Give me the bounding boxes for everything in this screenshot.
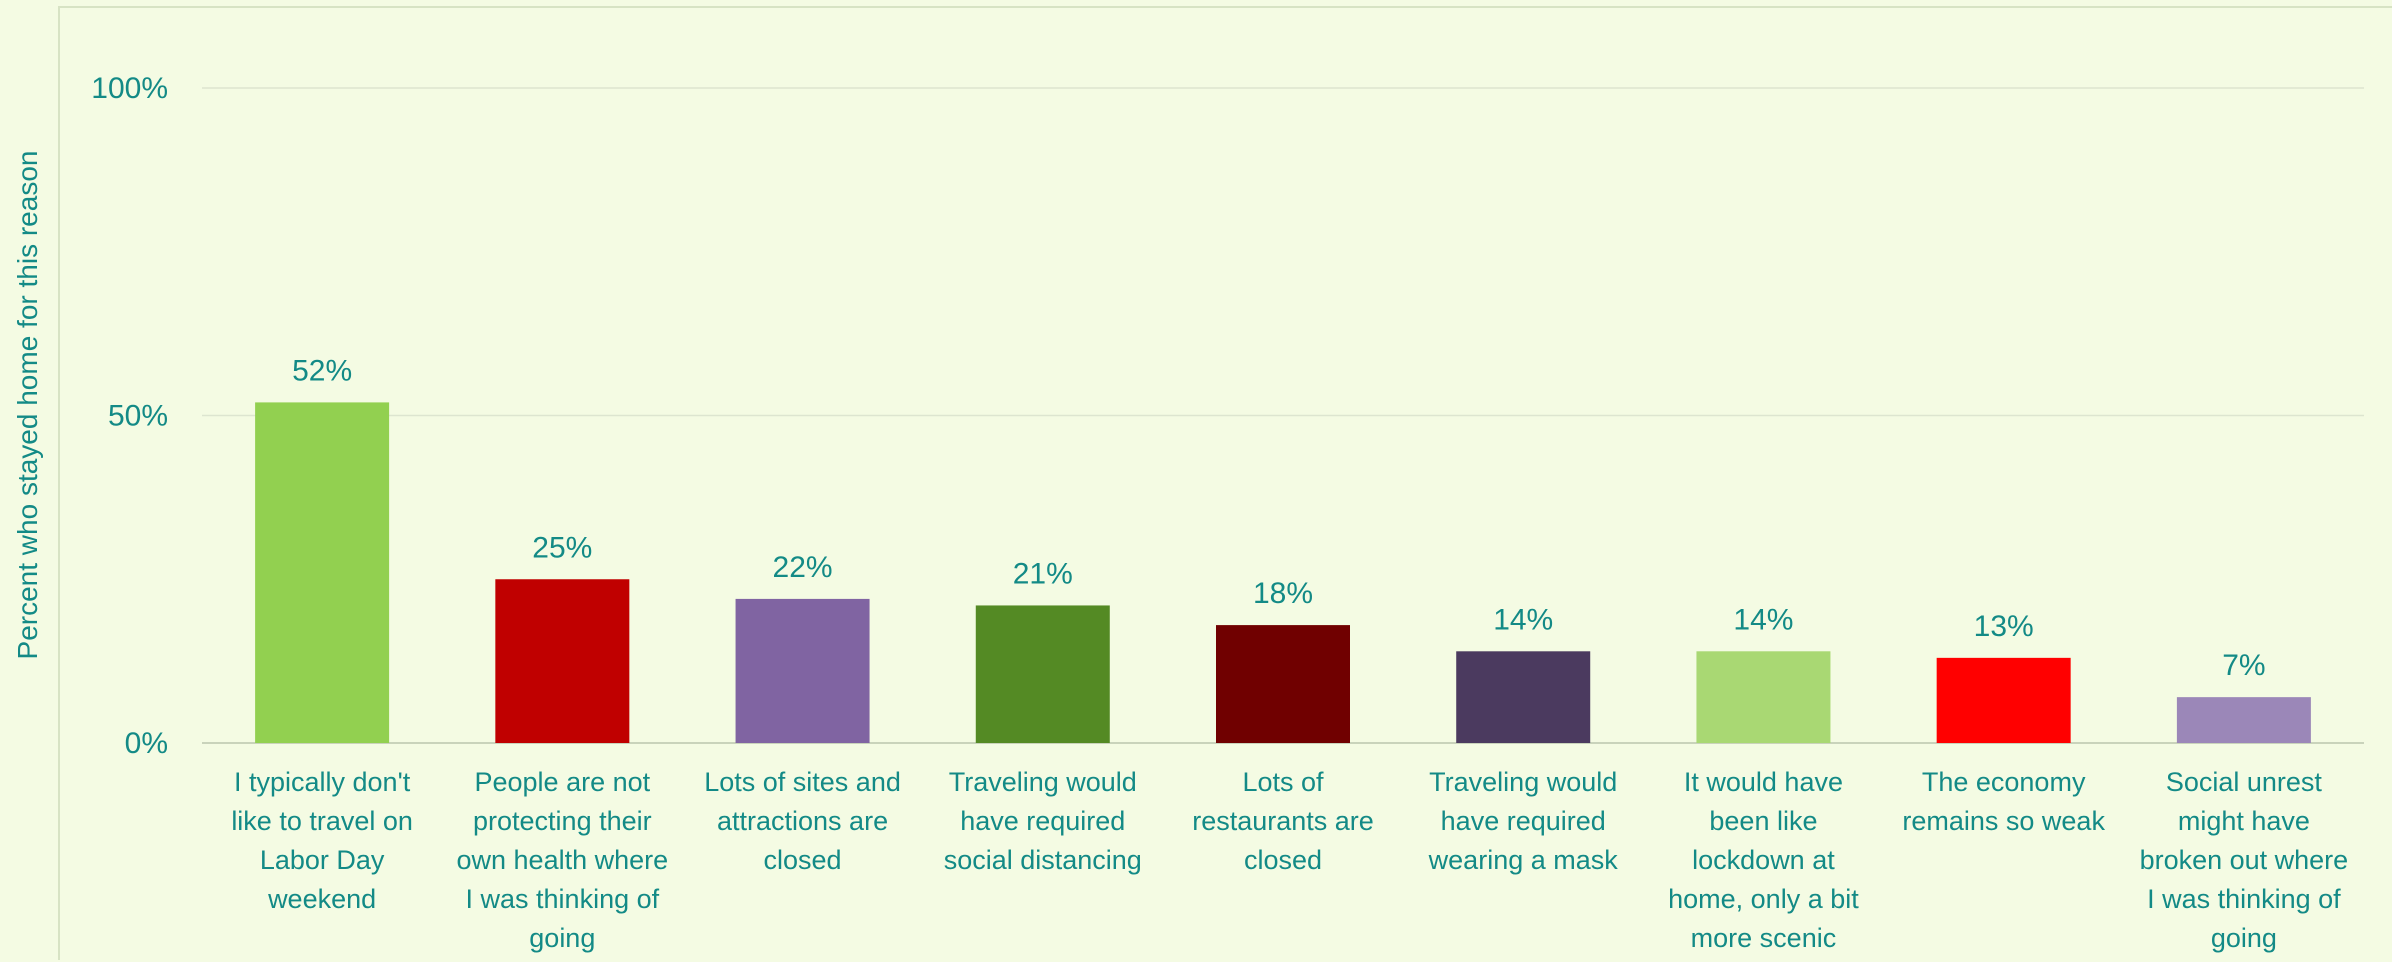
category-label: Traveling would have required social dista… (944, 767, 1142, 875)
bar (255, 402, 390, 743)
bar-chart: 0% 50% 100% 52% I typically don't like to tra… (91, 72, 2364, 953)
category-label-line: social distancing (944, 845, 1142, 875)
category-label: The economy remains so weak (1902, 767, 2105, 836)
y-axis-title-text: Percent who stayed home for this reason (12, 150, 43, 660)
bar (1696, 651, 1831, 743)
category-label-line: have required (1441, 806, 1606, 836)
category-label-line: It would have (1684, 767, 1843, 797)
category-label-line: remains so weak (1902, 806, 2105, 836)
category-label-line: attractions are (717, 806, 888, 836)
data-label: 21% (1013, 557, 1073, 590)
data-label: 7% (2222, 649, 2265, 682)
bar (975, 605, 1110, 743)
category-label-line: I typically don't (234, 767, 411, 797)
category-label-line: Traveling would (1429, 767, 1617, 797)
category-label-line: Labor Day (260, 845, 385, 875)
category-label-line: restaurants are (1192, 806, 1374, 836)
bar (1216, 625, 1350, 743)
category-label-line: going (529, 923, 595, 953)
category-label: Lots of sites and attractions are closed (704, 767, 901, 875)
category-label: People are not protecting their own health… (457, 767, 669, 953)
category-label-line: Social unrest (2166, 767, 2323, 797)
category-label-line: weekend (267, 884, 376, 914)
y-tick-label: 0% (125, 727, 168, 760)
data-label: 52% (292, 354, 352, 387)
category-label-line: lockdown at (1692, 845, 1835, 875)
category-label-line: have required (960, 806, 1125, 836)
category-label-line: been like (1709, 806, 1817, 836)
category-label: Lots of restaurants are closed (1192, 767, 1374, 875)
category-label-line: I was thinking of (2147, 884, 2341, 914)
category-label-line: Traveling would (949, 767, 1137, 797)
bar (1456, 651, 1591, 743)
category-label-line: closed (1244, 845, 1322, 875)
bar (1936, 657, 2071, 743)
category-label-line: home, only a bit (1668, 884, 1859, 914)
bar (2176, 697, 2311, 743)
chart-area: 0% 50% 100% 52% I typically don't like to tra… (58, 6, 2392, 960)
data-label: 25% (532, 531, 592, 564)
category-label-line: I was thinking of (466, 884, 660, 914)
category-label: Social unrest might have broken out where I… (2140, 767, 2349, 953)
bar (735, 598, 870, 743)
category-label-line: own health where (457, 845, 669, 875)
y-tick-label: 50% (108, 400, 168, 433)
category-label: Traveling would have required wearing a ma… (1428, 767, 1619, 875)
data-label: 14% (1733, 603, 1793, 636)
category-label: I typically don't like to travel on Labor … (231, 767, 413, 914)
category-label-line: Lots of sites and (704, 767, 901, 797)
category-label-line: more scenic (1691, 923, 1837, 953)
category-label-line: People are not (475, 767, 651, 797)
category-label-line: wearing a mask (1428, 845, 1619, 875)
data-label: 13% (1974, 610, 2034, 643)
category-label-line: closed (764, 845, 842, 875)
data-label: 14% (1493, 603, 1553, 636)
category-label-line: going (2211, 923, 2277, 953)
category-label-line: protecting their (473, 806, 652, 836)
category-label-line: The economy (1922, 767, 2086, 797)
category-label-line: Lots of (1242, 767, 1324, 797)
category-label-line: broken out where (2140, 845, 2349, 875)
category-label: It would have been like lockdown at home, o… (1668, 767, 1859, 953)
category-label-line: like to travel on (231, 806, 413, 836)
y-tick-label: 100% (91, 72, 168, 105)
data-label: 18% (1253, 577, 1313, 610)
y-axis-title: Percent who stayed home for this reason (0, 0, 56, 960)
data-label: 22% (773, 551, 833, 584)
bar (495, 579, 630, 743)
category-label-line: might have (2178, 806, 2310, 836)
